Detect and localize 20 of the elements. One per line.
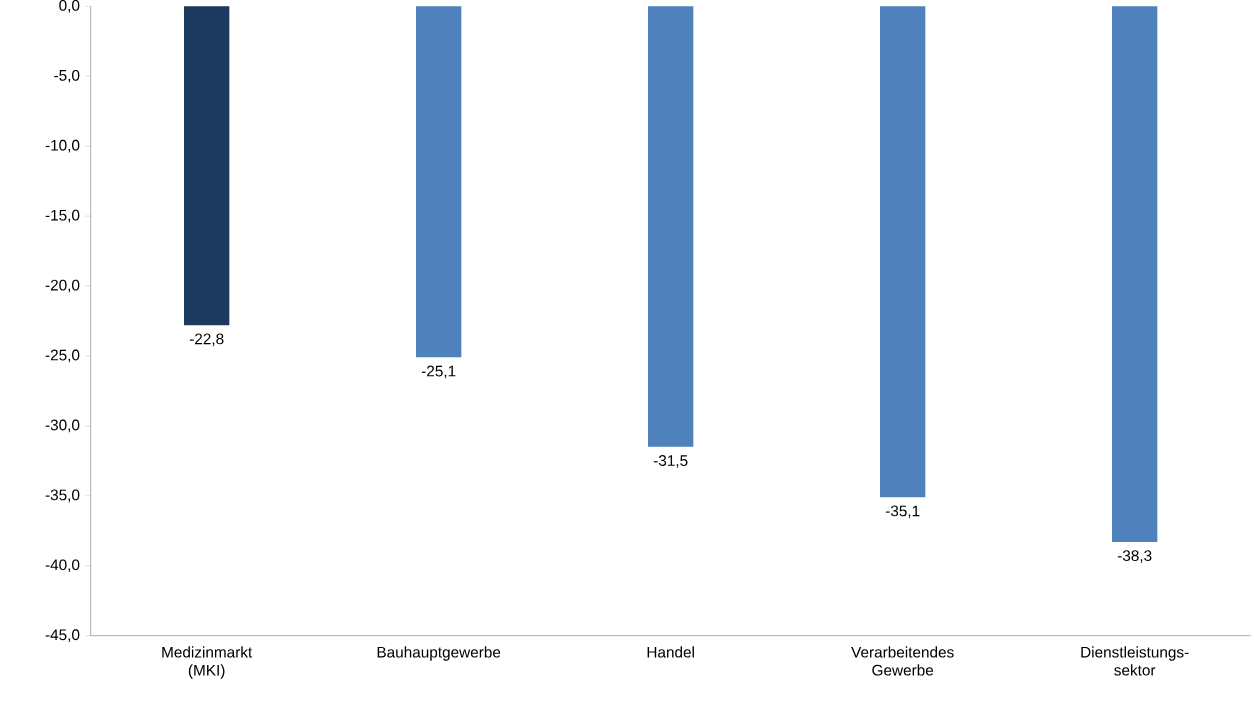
data-label: -31,5 [653, 455, 688, 468]
x-tick-label: Medizinmarkt (MKI) [162, 646, 253, 679]
data-label: -35,1 [885, 505, 920, 519]
y-tick-label: -30,0 [45, 419, 80, 433]
x-tick-label: Dienstleistungs-sektor [1081, 646, 1189, 676]
y-tick-label: -10,0 [45, 139, 80, 153]
y-tick-label: -5,0 [54, 69, 80, 83]
y-tick-label: -20,0 [45, 279, 80, 293]
y-tick-label: -35,0 [45, 489, 80, 503]
y-tick-label: -40,0 [45, 559, 80, 573]
x-tick-label: Bauhauptgewerbe [377, 646, 501, 661]
data-label: -22,8 [189, 333, 224, 347]
x-tick-label: Verarbeitendes Gewerbe [851, 646, 954, 676]
x-tick-label: Handel [647, 646, 694, 658]
y-tick-label: -25,0 [45, 349, 80, 363]
y-tick-label: -15,0 [45, 209, 80, 223]
y-tick-label: 0,0 [59, 0, 80, 13]
data-label: -38,3 [1117, 550, 1152, 563]
y-tick-label: -45,0 [45, 629, 80, 642]
data-label: -25,1 [421, 365, 456, 379]
